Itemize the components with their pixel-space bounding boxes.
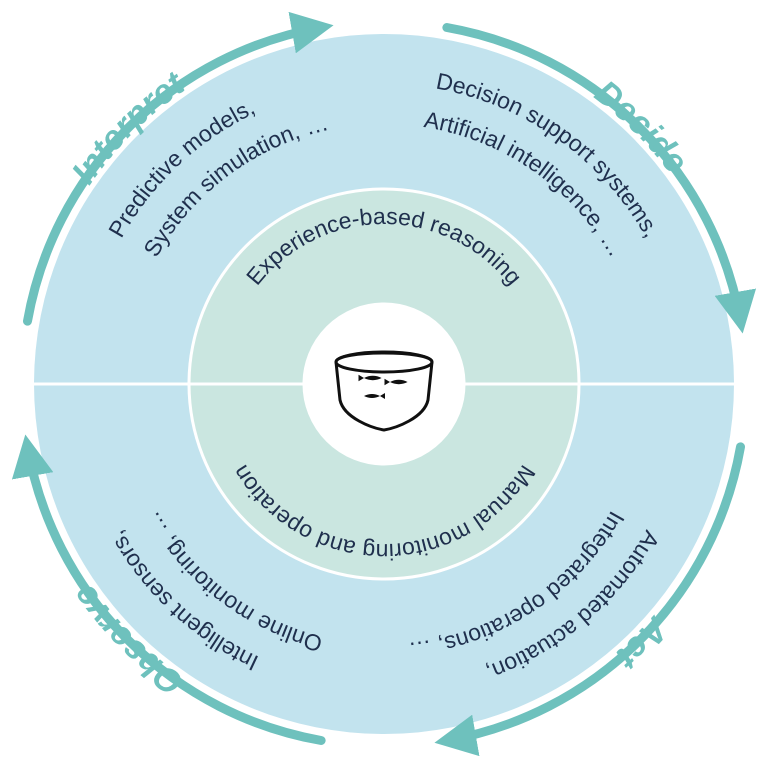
inner-circle [304, 304, 464, 464]
cycle-diagram: InterpretDecideActObservePredictive mode… [0, 0, 768, 767]
